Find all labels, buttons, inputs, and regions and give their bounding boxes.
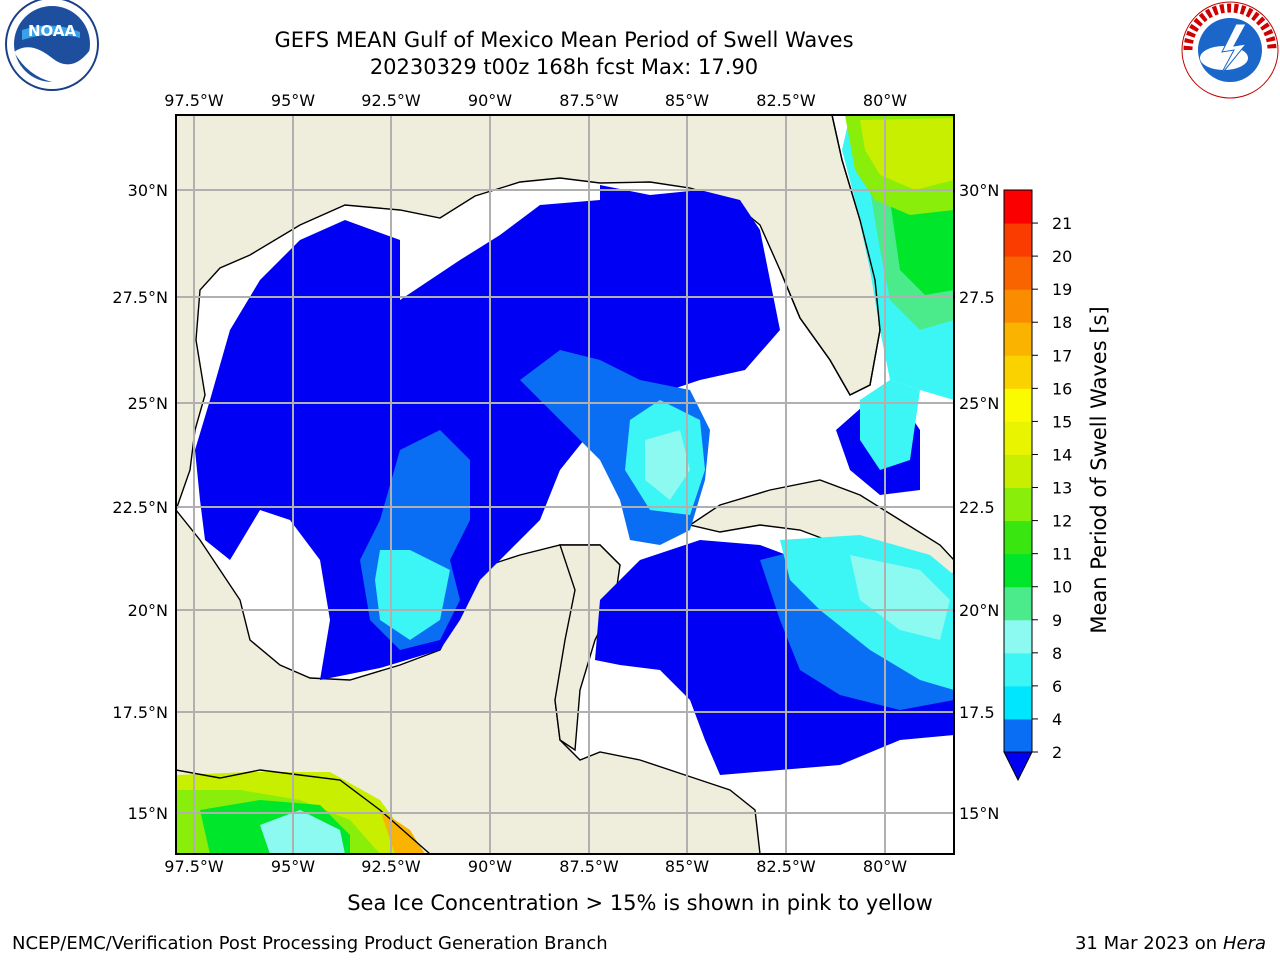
- lat-label-left: 20°N: [128, 601, 168, 620]
- colorbar-tick-label: 11: [1052, 545, 1072, 564]
- colorbar-under-arrow: [1003, 751, 1033, 782]
- colorbar-tick-label: 9: [1052, 611, 1062, 630]
- date-text: 31 Mar 2023 on: [1074, 933, 1218, 954]
- lon-label: 87.5°W: [559, 91, 619, 110]
- lat-label-left: 22.5°N: [112, 498, 168, 517]
- lon-label: 85°W: [665, 91, 709, 110]
- nws-logo-icon: [1181, 1, 1279, 99]
- lon-label: 80°W: [863, 91, 907, 110]
- lon-label: 82.5°W: [756, 91, 816, 110]
- sea-ice-note: Sea Ice Concentration > 15% is shown in …: [347, 891, 933, 915]
- colorbar-segment: [1004, 718, 1032, 753]
- date-stamp: 31 Mar 2023 on Hera: [1075, 933, 1266, 954]
- colorbar-segment: [1004, 619, 1032, 654]
- colorbar-segment: [1004, 223, 1032, 257]
- colorbar-tick-label: 18: [1052, 313, 1072, 332]
- lat-label-right: 27.5: [959, 288, 995, 307]
- lon-label: 92.5°W: [361, 91, 421, 110]
- colorbar-tick-label: 21: [1052, 214, 1072, 233]
- colorbar-tick-label: 2: [1052, 743, 1062, 762]
- lat-label-right: 20°N: [959, 601, 999, 620]
- colorbar-tick-label: 8: [1052, 644, 1062, 663]
- lon-label: 97.5°W: [164, 857, 224, 876]
- colorbar-segment: [1004, 553, 1032, 588]
- colorbar-segment: [1004, 289, 1032, 323]
- lon-label: 92.5°W: [361, 857, 421, 876]
- colorbar-tick-label: 6: [1052, 677, 1062, 696]
- colorbar-segment: [1004, 355, 1032, 389]
- colorbar-label: Mean Period of Swell Waves [s]: [1087, 306, 1111, 633]
- colorbar-segment: [1004, 454, 1032, 489]
- lon-label: 85°W: [665, 857, 709, 876]
- title-line-2: 20230329 t00z 168h fcst Max: 17.90: [369, 55, 759, 79]
- colorbar-segment: [1004, 586, 1032, 621]
- lat-label-left: 30°N: [128, 181, 168, 200]
- graticule: [176, 115, 954, 854]
- lon-label: 95°W: [271, 91, 315, 110]
- colorbar-tick-label: 13: [1052, 479, 1072, 498]
- lon-label: 82.5°W: [756, 857, 816, 876]
- colorbar-tick-label: 14: [1052, 445, 1072, 464]
- lat-labels-left: 30°N 27.5°N 25°N 22.5°N 20°N 17.5°N 15°N: [112, 181, 168, 823]
- colorbar-segment: [1004, 487, 1032, 522]
- noaa-logo-text: NOAA: [28, 22, 77, 40]
- lon-labels-bottom: 97.5°W 95°W 92.5°W 90°W 87.5°W 85°W 82.5°W 80°W: [164, 857, 907, 876]
- cuba-land: [688, 479, 954, 576]
- colorbar-tick-label: 12: [1052, 512, 1072, 531]
- lat-label-left: 25°N: [128, 394, 168, 413]
- lon-label: 90°W: [468, 91, 512, 110]
- lat-label-right: 22.5: [959, 498, 995, 517]
- lat-label-left: 17.5°N: [112, 703, 168, 722]
- colorbar-tick-label: 19: [1052, 280, 1072, 299]
- colorbar-segment: [1004, 652, 1032, 687]
- colorbar-tick-label: 4: [1052, 710, 1062, 729]
- noaa-logo-icon: NOAA: [5, 0, 99, 91]
- colorbar-frame: [1003, 189, 1033, 753]
- lat-label-right: 30°N: [959, 181, 999, 200]
- colorbar-segment: [1004, 685, 1032, 720]
- colorbar-segment: [1004, 520, 1032, 555]
- lat-label-right: 15°N: [959, 804, 999, 823]
- lon-label: 87.5°W: [559, 857, 619, 876]
- colorbar-segment: [1004, 190, 1032, 224]
- colorbar-tick-label: 17: [1052, 346, 1072, 365]
- colorbar-segment: [1004, 256, 1032, 290]
- map-frame: [175, 114, 955, 855]
- colorbar-tick-label: 20: [1052, 247, 1072, 266]
- colorbar-segment: [1004, 421, 1032, 455]
- lat-label-right: 17.5: [959, 703, 995, 722]
- colorbar-segment: [1004, 388, 1032, 422]
- lat-label-left: 15°N: [128, 804, 168, 823]
- colorbar-tick-label: 10: [1052, 578, 1072, 597]
- map-area: [175, 114, 955, 855]
- colorbar-tick-label: 16: [1052, 379, 1072, 398]
- host-name: Hera: [1222, 933, 1266, 954]
- lon-label: 80°W: [863, 857, 907, 876]
- lon-label: 90°W: [468, 857, 512, 876]
- lat-label-right: 25°N: [959, 394, 999, 413]
- colorbar-tick-label: 15: [1052, 412, 1072, 431]
- lon-labels-top: 97.5°W 95°W 92.5°W 90°W 87.5°W 85°W 82.5°W 80°W: [164, 91, 907, 110]
- lon-label: 95°W: [271, 857, 315, 876]
- colorbar-segment: [1004, 322, 1032, 356]
- swell-regions: [176, 115, 954, 854]
- lat-labels-right: 30°N 27.5 25°N 22.5 20°N 17.5 15°N: [959, 181, 999, 823]
- credit-text: NCEP/EMC/Verification Post Processing Pr…: [12, 933, 608, 954]
- colorbar: 2 4 6 8 9 10 11 12 13 14 15 16 17 18 19 20 21: [1003, 189, 1072, 782]
- lat-label-left: 27.5°N: [112, 288, 168, 307]
- title-line-1: GEFS MEAN Gulf of Mexico Mean Period of …: [274, 28, 854, 52]
- lon-label: 97.5°W: [164, 91, 224, 110]
